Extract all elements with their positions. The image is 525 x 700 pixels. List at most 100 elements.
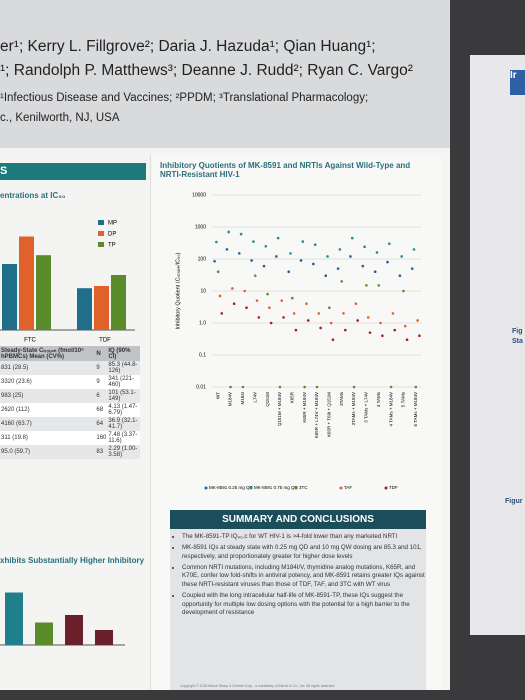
legend-marker (294, 486, 298, 490)
data-point (280, 299, 284, 302)
data-point (282, 316, 285, 319)
data-point (299, 259, 303, 262)
legend-label: TAF (344, 485, 352, 490)
data-point (363, 245, 366, 249)
x-tick-label: 4 TAMs (376, 391, 381, 407)
y-axis-label: Inhibitory Quotient (Cₜᵣₒᵤ₉ₕ/IC₅₀) (175, 252, 181, 329)
x-tick-label: Q151M (265, 392, 270, 407)
data-point (268, 306, 271, 310)
x-tick-label: 3TAMs + M184V (351, 392, 356, 425)
data-point (410, 267, 414, 270)
panel-title: xhibits Substantially Higher Inhibitory (0, 556, 145, 565)
right-text: Fig (512, 328, 523, 335)
data-point (239, 232, 243, 236)
data-point (350, 236, 354, 240)
legend-marker (384, 486, 388, 490)
table-row: 311 (19.8) 160 7.48 (3.37-11.6) (0, 431, 140, 445)
data-point (231, 287, 234, 290)
data-point (388, 242, 391, 246)
summary-title: SUMMARY AND CONCLUSIONS (170, 510, 426, 529)
footer: Copyright © 2018 Merck Sharp & Dohme Cor… (180, 684, 336, 688)
right-poster (470, 55, 525, 635)
table-header: IQ (90% CI) (108, 347, 131, 360)
x-tick-label: K65R + T69i + Q151M (327, 392, 332, 437)
x-tick-label: K65R (289, 391, 294, 403)
table-cell: 101 (53.1-149) (108, 390, 136, 402)
legend-label: MP (108, 221, 117, 227)
data-point (403, 324, 407, 328)
legend-marker (339, 486, 343, 490)
table-cell: 2620 (112) (1, 407, 30, 413)
data-point (257, 316, 261, 319)
data-point (328, 306, 331, 310)
data-point (216, 270, 220, 274)
data-point (290, 296, 294, 300)
data-point (255, 299, 259, 302)
data-point (381, 334, 384, 338)
table-cell: 9 (96, 365, 100, 371)
table-cell: 311 (19.8) (1, 435, 28, 441)
table-row: 3320 (23.6) 9 341 (221-460) (0, 375, 140, 389)
data-point (313, 243, 317, 246)
data-point (412, 248, 416, 251)
data-point (250, 259, 253, 262)
data-point (218, 294, 222, 298)
data-point (306, 319, 310, 322)
table-cell: 3320 (23.6) (1, 379, 32, 385)
x-tick-label: M184I (240, 392, 245, 405)
bar (77, 288, 92, 330)
table-cell: 36.9 (32.1-41.7) (108, 418, 138, 430)
data-point (266, 292, 269, 296)
bar (65, 615, 83, 645)
chart-title: Inhibitory Quotients of MK-8591 and NRTI… (160, 161, 411, 179)
table-cell: 85.3 (44.8-126) (108, 362, 138, 374)
table-row: 4160 (63.7) 64 36.9 (32.1-41.7) (0, 417, 140, 431)
data-point (220, 312, 224, 315)
data-point (264, 244, 268, 248)
y-tick-label: 0.1 (199, 352, 206, 358)
table-cell: 4160 (63.7) (1, 421, 32, 427)
x-tick-label: 4 TAMs + M184V (388, 392, 393, 426)
table-cell: 83 (96, 449, 104, 455)
data-point (245, 306, 248, 310)
data-point (229, 385, 232, 389)
data-point (400, 255, 403, 258)
author-line: er¹; Kerry L. Fillgrove²; Daria J. Hazud… (0, 38, 376, 55)
summary-bullet: MK-8591 IQs at steady state with 0.25 mg… (182, 544, 426, 561)
data-point (241, 385, 245, 389)
data-point (269, 321, 273, 325)
bar (36, 255, 51, 330)
data-point (391, 312, 395, 315)
data-point (303, 385, 306, 389)
table-cell: 341 (221-460) (108, 376, 135, 388)
data-point (252, 240, 255, 243)
table-cell: 9 (96, 379, 100, 385)
table-row: 95.0 (59.7) 83 2.29 (1.00-3.58) (0, 445, 140, 459)
data-point (402, 289, 405, 293)
right-text: Sta (512, 338, 523, 345)
data-point (278, 385, 282, 389)
table-cell: 64 (96, 421, 104, 427)
data-point (356, 319, 359, 322)
data-point (312, 262, 315, 266)
data-point (294, 328, 298, 332)
data-point (340, 280, 344, 283)
x-tick-label: TDF (99, 338, 111, 344)
bar (94, 286, 109, 330)
data-point (253, 274, 257, 278)
x-tick-label: Q151M + M184V (277, 392, 282, 426)
legend-swatch (98, 242, 104, 247)
data-point (375, 251, 379, 254)
legend-marker (204, 486, 208, 490)
table-row: 2620 (112) 68 4.13 (1.47-6.79) (0, 403, 140, 417)
legend-label: TP (108, 243, 116, 249)
data-point (243, 289, 246, 293)
summary-bullet: Common NRTI mutations, including M184I/V… (182, 564, 426, 589)
x-tick-label: WT (215, 392, 220, 399)
data-point (215, 240, 218, 244)
data-point (237, 252, 241, 255)
author-line: ¹; Randolph P. Matthews³; Deanne J. Rudd… (0, 62, 413, 79)
table-cell: 68 (96, 407, 104, 413)
legend-label: 3TC (299, 485, 308, 490)
x-tick-label: K65R + L74V + M184V (314, 392, 319, 438)
